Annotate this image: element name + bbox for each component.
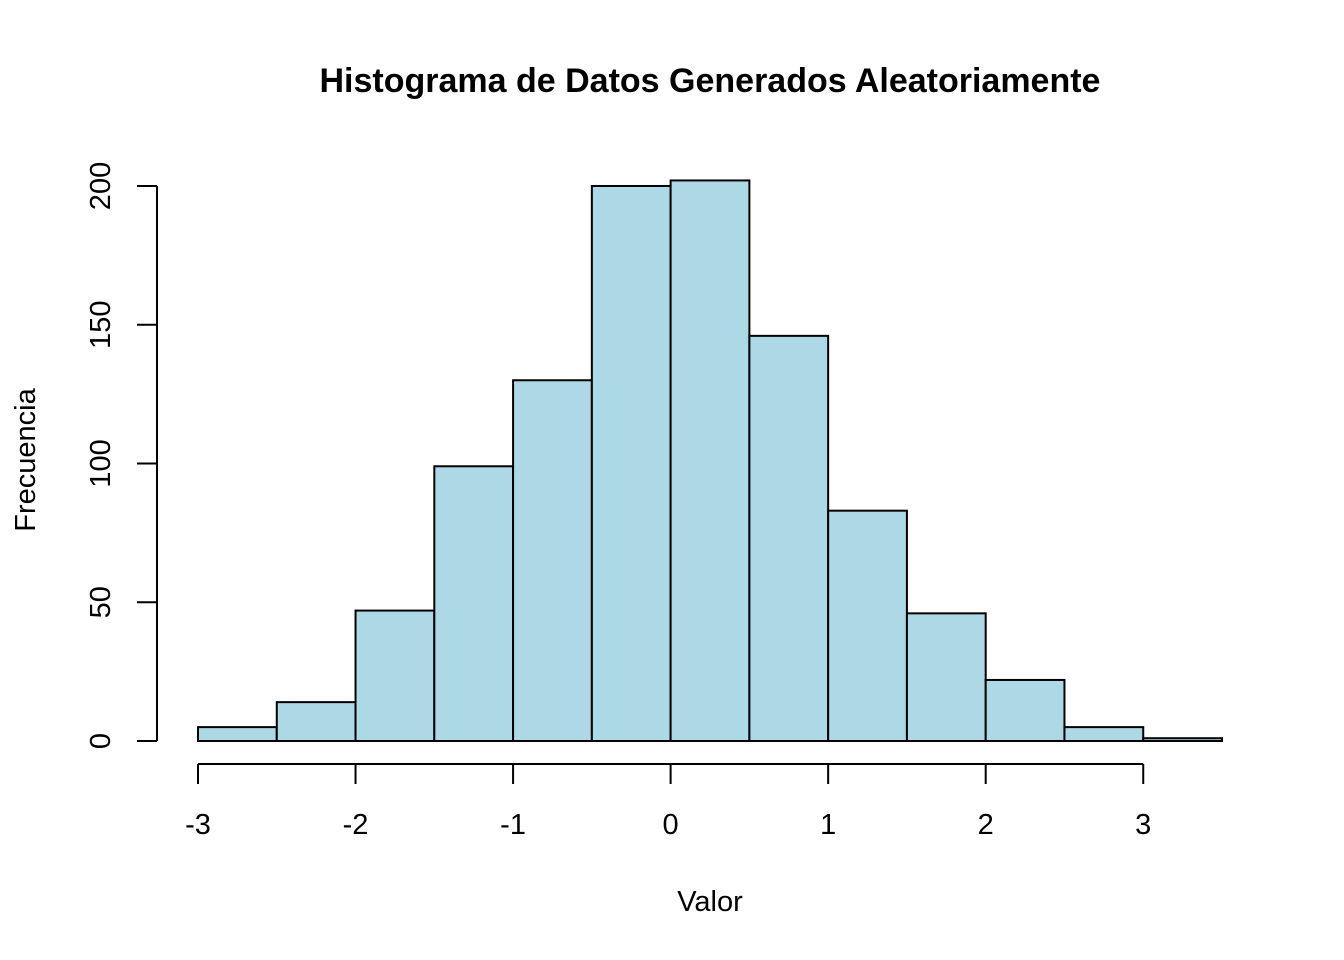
histogram-bar (590, 185, 672, 742)
x-tick-label: 0 (663, 809, 679, 841)
y-tick-label: 50 (85, 586, 117, 618)
histogram-bar (197, 726, 278, 742)
x-tick-label: -1 (500, 809, 526, 841)
x-axis: -3 -2 -1 0 1 2 3 (185, 763, 1151, 841)
x-tick-label: -2 (343, 809, 369, 841)
histogram-bar (669, 179, 751, 742)
y-tick-label: 200 (85, 162, 117, 210)
x-tick-label: 2 (978, 809, 994, 841)
histogram-bar (905, 612, 987, 742)
chart-title: Histograma de Datos Generados Aleatoriam… (320, 62, 1101, 100)
y-axis: 0 50 100 150 200 (85, 162, 158, 749)
histogram-bar (984, 678, 1066, 743)
histogram-bar (275, 701, 357, 743)
bars-group (197, 179, 1223, 743)
histogram-bar (748, 334, 830, 742)
histogram-bar (512, 379, 593, 742)
histogram-bar (1063, 726, 1145, 742)
x-tick-label: 1 (820, 809, 836, 841)
y-axis-label: Frecuencia (10, 387, 42, 531)
y-tick-label: 100 (85, 439, 117, 487)
histogram-bar (354, 609, 436, 743)
histogram-bar (827, 509, 908, 742)
y-tick-label: 0 (85, 733, 117, 749)
x-tick-label: -3 (185, 809, 211, 841)
x-axis-label: Valor (677, 886, 743, 918)
histogram-bar (433, 465, 515, 742)
y-tick-label: 150 (85, 301, 117, 349)
histogram-bar (1142, 737, 1223, 742)
x-tick-label: 3 (1135, 809, 1151, 841)
